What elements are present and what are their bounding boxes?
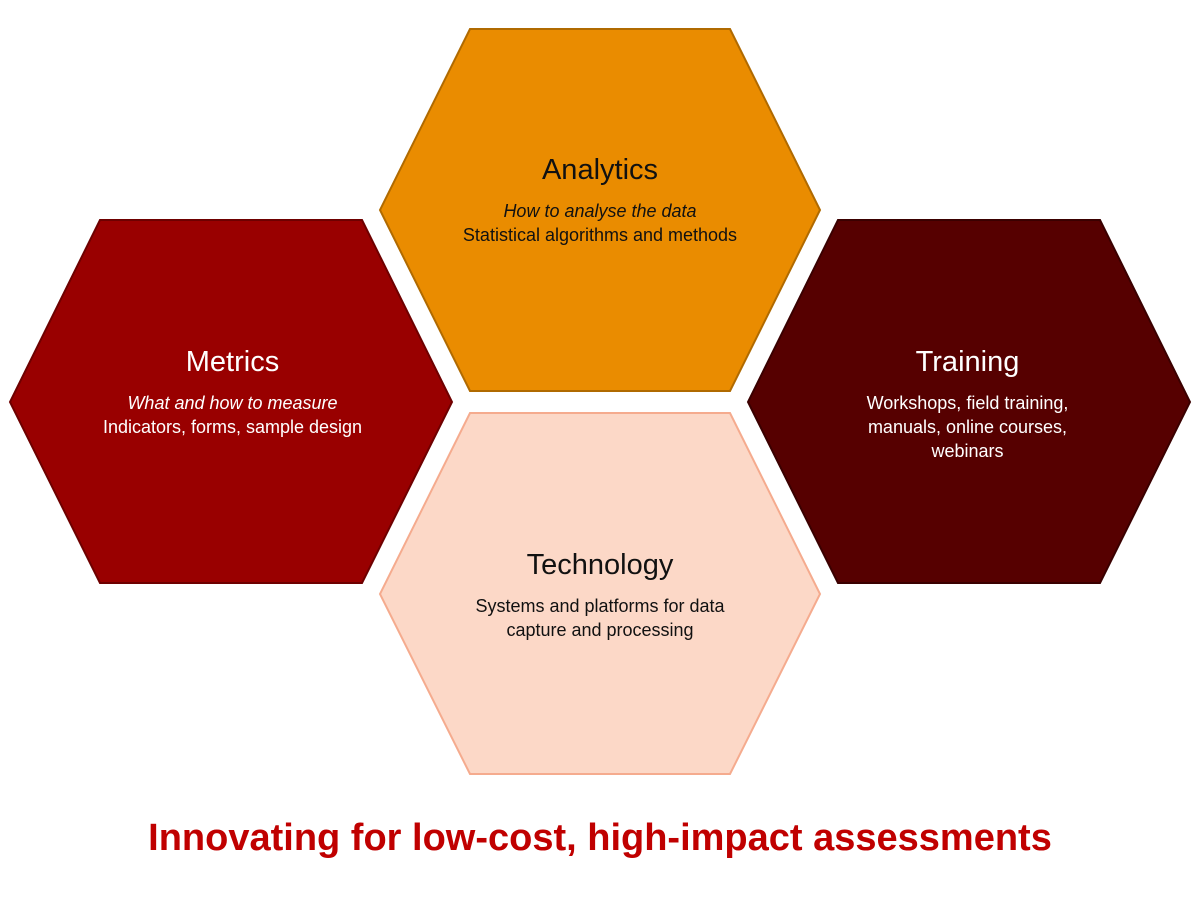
training-hexagon — [746, 219, 1192, 584]
technology-text-block: Technology Systems and platforms for dat… — [450, 548, 750, 642]
technology-hexagon — [378, 412, 822, 775]
training-text-block: Training Workshops, field training, manu… — [830, 345, 1105, 463]
analytics-subtitle: How to analyse the data — [503, 201, 697, 221]
tagline: Innovating for low-cost, high-impact ass… — [148, 817, 1052, 859]
metrics-subtitle: What and how to measure — [127, 393, 338, 413]
technology-description: Systems and platforms for data capture a… — [475, 596, 725, 640]
training-title: Training — [915, 346, 1020, 378]
metrics-hexagon — [8, 219, 454, 584]
analytics-title: Analytics — [541, 154, 659, 186]
metrics-text-block: Metrics What and how to measure Indicato… — [90, 345, 375, 439]
analytics-hexagon — [378, 28, 822, 392]
technology-title: Technology — [526, 549, 674, 581]
metrics-description: Indicators, forms, sample design — [102, 417, 363, 437]
analytics-description: Statistical algorithms and methods — [462, 225, 738, 245]
analytics-text-block: Analytics How to analyse the data Statis… — [450, 153, 750, 247]
metrics-title: Metrics — [185, 346, 280, 378]
training-description: Workshops, field training, manuals, onli… — [866, 393, 1069, 461]
